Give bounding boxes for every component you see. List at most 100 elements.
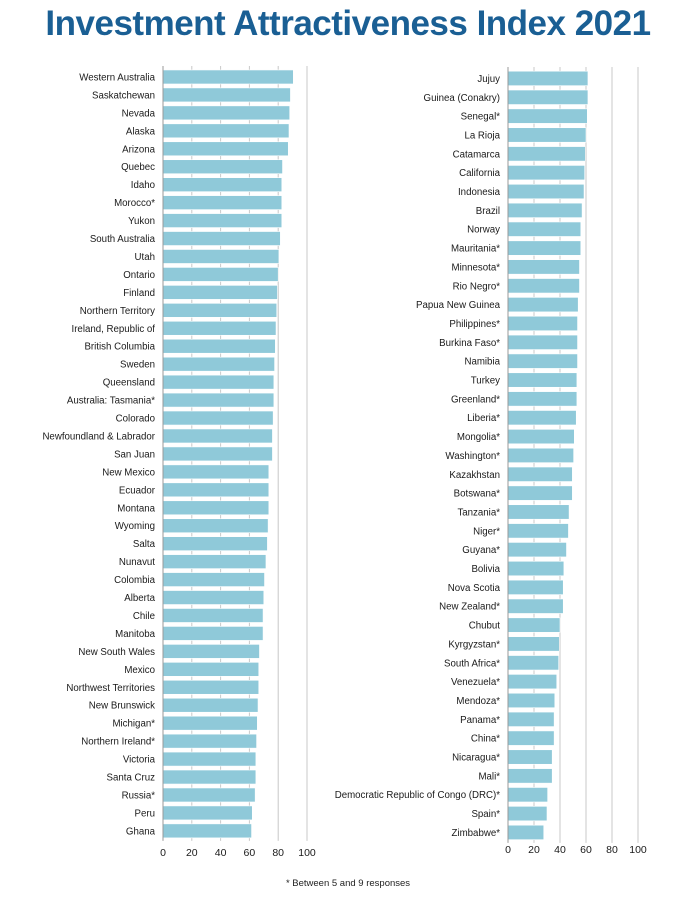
panel1-category-label: Russia* [122, 790, 156, 801]
panel2-category-label: Nova Scotia [448, 583, 501, 594]
page-title: Investment Attractiveness Index 2021 [45, 4, 651, 43]
panel2-bar-3 [507, 127, 587, 143]
panel2-bar-21 [507, 466, 573, 482]
panel2-category-label: Chubut [469, 621, 501, 632]
panel2-bar-31 [507, 655, 560, 671]
panel2-bar-10 [507, 259, 580, 275]
panel2-category-label: Philippines* [449, 319, 500, 330]
panel1-bar-26 [162, 536, 268, 551]
panel2-category-label: Norway [467, 225, 500, 236]
panel2-bar-14 [507, 334, 578, 350]
panel1-bar-19 [162, 410, 274, 426]
panel2-category-label: Mendoza* [456, 696, 500, 707]
panel1-bar-40 [162, 787, 256, 803]
panel1-category-label: Victoria [123, 755, 156, 766]
panel1-bar-42 [162, 823, 252, 839]
panel1-x-tick-label: 100 [298, 847, 316, 859]
panel1-category-label: Finland [123, 288, 155, 299]
panel1-x-tick-label: 20 [186, 847, 198, 859]
panel1-category-label: San Juan [114, 449, 155, 460]
panel2-category-label: Venezuela* [451, 677, 500, 688]
panel1-category-label: Northern Ireland* [81, 737, 155, 748]
panel2-category-label: La Rioja [464, 130, 500, 141]
panel1-bar-20 [162, 428, 273, 444]
panel1-x-tick-label: 80 [272, 847, 284, 859]
panel1-bar-30 [162, 608, 264, 623]
panel1-category-label: Colorado [116, 414, 155, 425]
panel2-bar-37 [507, 768, 553, 784]
panel2-bar-35 [507, 730, 555, 746]
panel1-bar-21 [162, 446, 273, 462]
panel1-category-label: Santa Cruz [107, 773, 156, 784]
panel1-bar-22 [162, 464, 270, 480]
panel1-bar-24 [162, 500, 270, 516]
panel1-category-label: Idaho [131, 180, 155, 191]
panel2-bar-34 [507, 711, 555, 727]
panel2-category-label: Papua New Guinea [416, 300, 501, 311]
panel2-category-label: Liberia* [467, 413, 500, 424]
panel2-category-label: South Africa* [444, 658, 500, 669]
panel1-category-label: British Columbia [84, 342, 155, 353]
panel1-category-label: Arizona [122, 144, 155, 155]
panel2-category-label: New Zealand* [439, 602, 500, 613]
panel2-category-label: Indonesia [458, 187, 501, 198]
panel2-bar-26 [507, 560, 565, 577]
panel2-category-label: Burkina Faso* [439, 338, 500, 349]
panel2-bar-25 [507, 542, 567, 558]
panel2-bar-2 [507, 108, 588, 124]
panel2-bar-6 [507, 183, 585, 200]
panel1-category-label: Ghana [126, 826, 156, 837]
panel1-category-label: Saskatchewan [92, 90, 155, 101]
panel2-bar-38 [507, 787, 548, 803]
panel1-category-label: New Brunswick [89, 701, 155, 712]
panel1-bar-1 [162, 87, 291, 103]
panel2-bar-20 [507, 447, 574, 463]
panel1-category-label: Yukon [128, 216, 155, 227]
panel2-bar-15 [507, 353, 578, 369]
panel1-bar-23 [162, 482, 270, 498]
panel1-bar-31 [162, 626, 264, 641]
panel1-bar-32 [162, 644, 260, 659]
panel2-category-label: Niger* [473, 526, 500, 537]
panel1-bar-34 [162, 679, 260, 695]
panel2-x-tick-label: 60 [580, 844, 592, 856]
panel1-category-label: Nevada [122, 108, 156, 119]
panel2-x-tick-label: 20 [528, 844, 540, 856]
panel2-category-label: Turkey [471, 376, 500, 387]
panel2-category-label: China* [471, 734, 500, 745]
panel2-category-label: Guinea (Conakry) [424, 93, 500, 104]
panel2-category-label: Minnesota* [452, 262, 501, 273]
panel1-category-label: New Mexico [102, 467, 155, 478]
panel2-category-label: Senegal* [461, 112, 501, 123]
panel1-bar-10 [162, 249, 280, 264]
panel1-category-label: Sweden [120, 360, 155, 371]
panel2-category-label: Botswana* [454, 489, 501, 500]
panel1-bar-17 [162, 374, 275, 390]
panel2-bar-0 [507, 70, 589, 86]
panel2-bar-8 [507, 221, 582, 237]
panel2-bar-1 [507, 89, 589, 105]
panel1-category-label: Colombia [114, 575, 156, 586]
panel1-bar-29 [162, 590, 265, 605]
panel1-category-label: Wyoming [115, 521, 155, 532]
panel2-category-label: Bolivia [471, 564, 500, 575]
panel1-bar-9 [162, 231, 281, 246]
panel2-category-label: Zimbabwe* [452, 828, 501, 839]
panel2-category-label: Jujuy [477, 74, 500, 85]
panel1-category-label: Alaska [126, 126, 156, 137]
panel2-category-label: Democratic Republic of Congo (DRC)* [335, 790, 501, 801]
panel1-category-label: Queensland [103, 378, 155, 389]
panel1-bar-25 [162, 518, 269, 534]
panel1-category-label: New South Wales [78, 647, 155, 658]
panel1-bar-0 [162, 69, 294, 85]
panel2-bar-30 [507, 636, 560, 652]
panel2-bar-39 [507, 806, 548, 822]
panel1-bar-2 [162, 105, 291, 121]
panel2-category-label: Namibia [464, 357, 500, 368]
panel1-bar-3 [162, 123, 290, 139]
panel1-category-label: Ontario [123, 270, 155, 281]
panel2-bar-18 [507, 410, 577, 426]
panel2-category-label: Tanzania* [457, 507, 500, 518]
panel2-category-label: Washington* [445, 451, 500, 462]
